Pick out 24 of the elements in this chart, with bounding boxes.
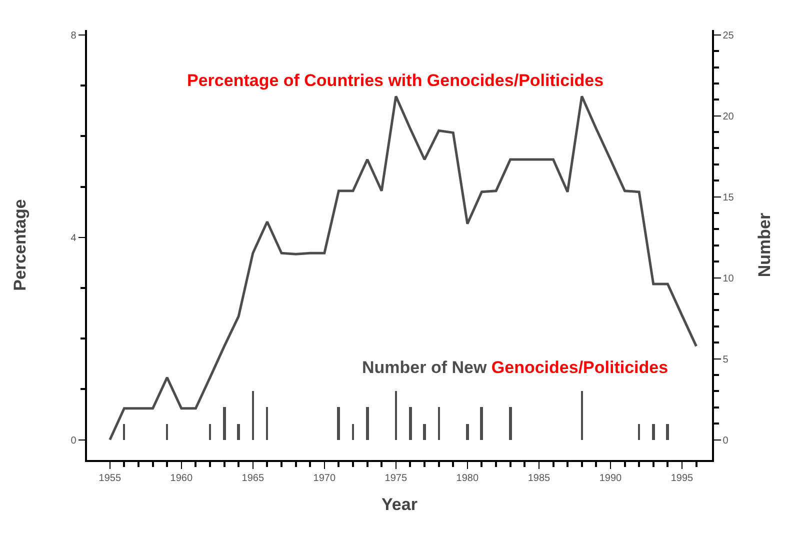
y2-axis-title: Number <box>755 212 774 278</box>
series-label: Number of New Genocides/Politicides <box>362 358 668 377</box>
x-tick-label: 1990 <box>599 473 622 484</box>
line-series <box>108 95 698 442</box>
y2-tick-label: 20 <box>722 111 734 122</box>
x-tick-label: 1995 <box>670 473 694 484</box>
y-tick-label: 4 <box>70 232 77 244</box>
x-tick-label: 1970 <box>313 473 336 484</box>
x-tick-label: 1965 <box>242 473 264 484</box>
y2-tick-label: 10 <box>722 273 734 284</box>
x-tick-label: 1975 <box>384 473 408 484</box>
series-label: Percentage of Countries with Genocides/Politicides <box>187 71 604 90</box>
y2-tick-label: 0 <box>722 435 729 446</box>
y2-tick-label: 5 <box>722 354 729 366</box>
y-tick-label: 0 <box>70 435 77 446</box>
x-tick-label: 1980 <box>456 473 479 484</box>
y2-tick-label: 15 <box>722 192 734 204</box>
x-tick-label: 1955 <box>98 473 122 484</box>
y-tick-label: 8 <box>70 30 77 42</box>
y2-tick-label: 25 <box>722 30 734 42</box>
x-axis-title: Year <box>382 494 418 514</box>
y-axis-title: Percentage <box>10 199 30 291</box>
x-tick-label: 1985 <box>528 473 551 484</box>
x-tick-label: 1960 <box>170 473 193 484</box>
